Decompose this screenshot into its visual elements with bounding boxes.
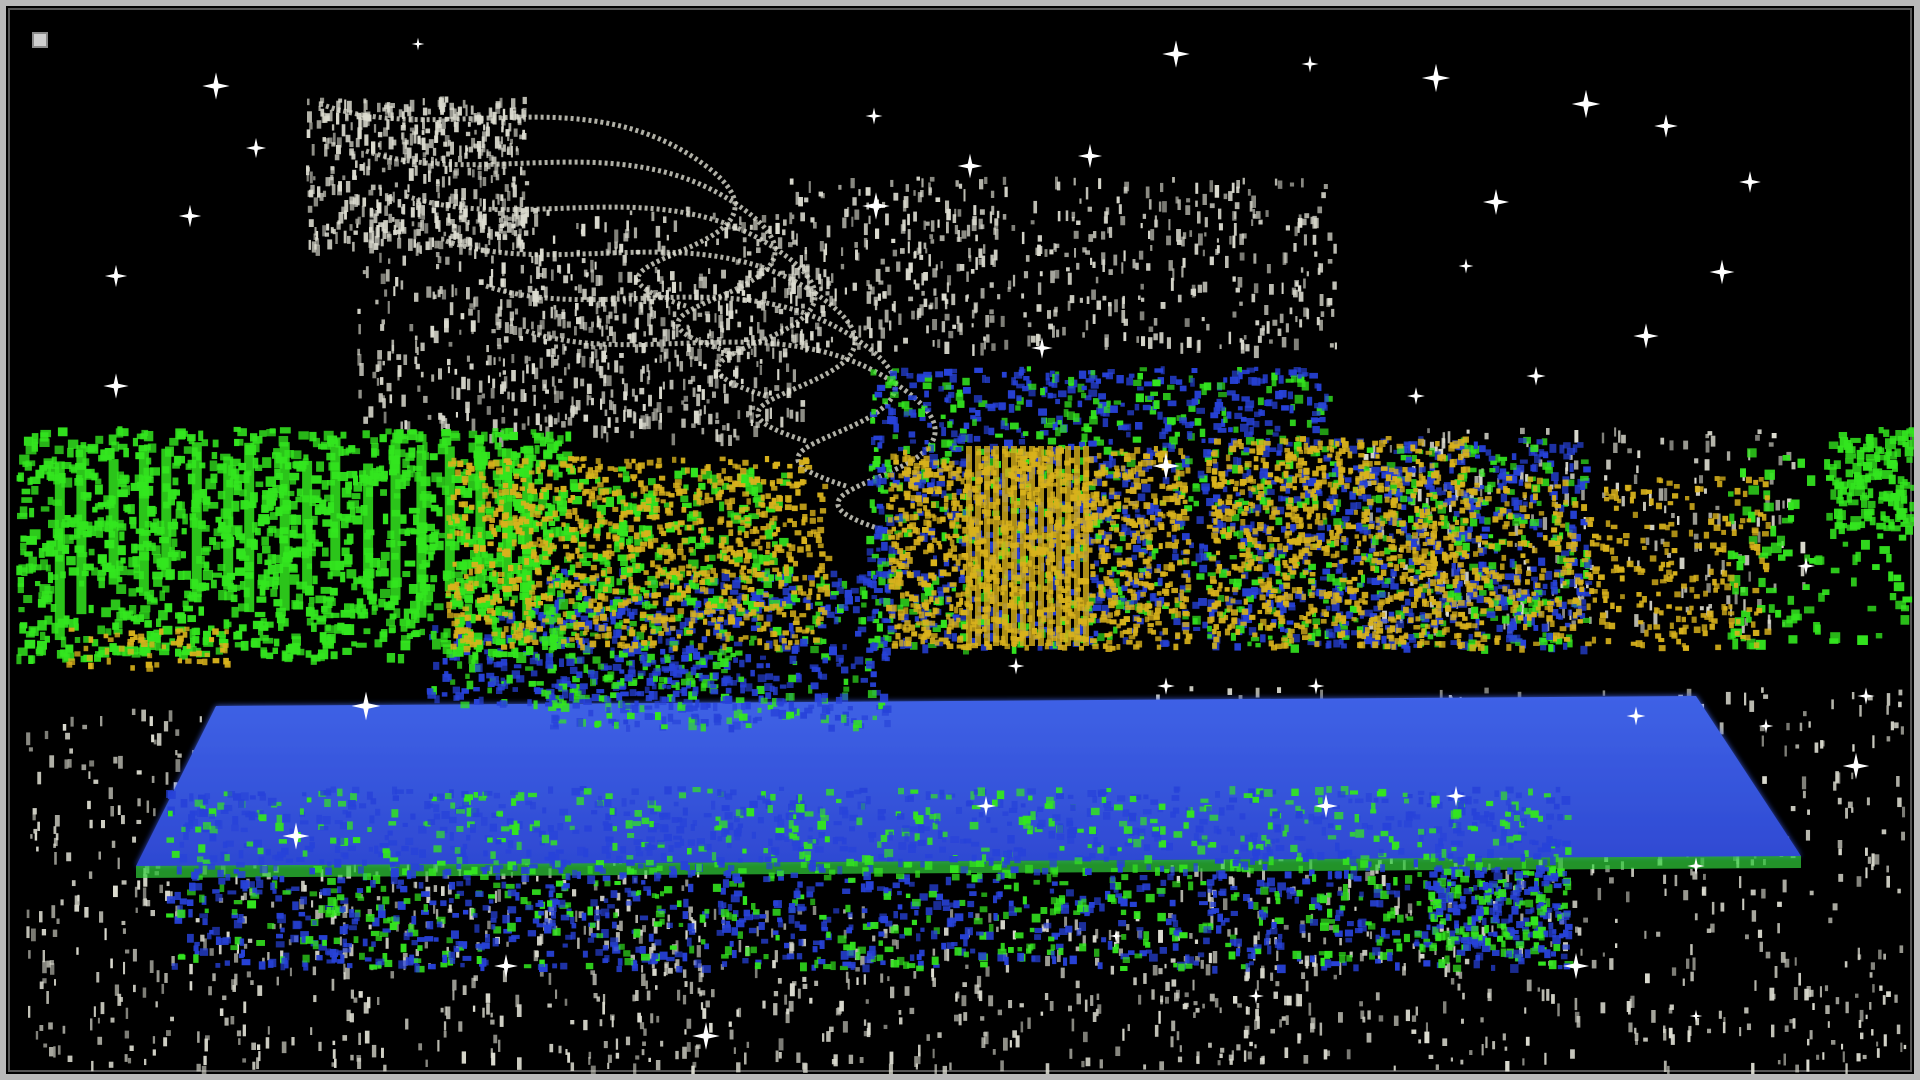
sparkle-icon bbox=[1163, 463, 1169, 469]
sparkle-icon bbox=[1433, 75, 1439, 81]
sparkle-icon bbox=[1634, 714, 1638, 718]
sparkle-icon bbox=[114, 274, 119, 279]
sparkle-icon bbox=[1314, 684, 1318, 688]
sparkle-icon bbox=[1308, 62, 1312, 66]
sparkle-icon bbox=[873, 203, 879, 209]
sparkle-icon bbox=[1748, 180, 1753, 185]
sparkle-icon bbox=[984, 804, 988, 808]
sparkle-icon bbox=[1173, 51, 1179, 57]
sparkle-icon bbox=[254, 146, 258, 150]
sparkle-icon bbox=[363, 703, 369, 709]
point-cloud-viewport[interactable] bbox=[6, 6, 1920, 1080]
sparkle-icon bbox=[1643, 333, 1649, 339]
sparkle-icon bbox=[967, 163, 972, 168]
sparkle-icon bbox=[1853, 763, 1859, 769]
sparkle-icon bbox=[1040, 346, 1045, 351]
sparkle-icon bbox=[1695, 1015, 1698, 1018]
sparkle-icon bbox=[1014, 664, 1018, 668]
sparkle-icon bbox=[1663, 123, 1668, 128]
sparkle-icon bbox=[1323, 803, 1328, 808]
sparkle-icon bbox=[1804, 564, 1808, 568]
sparkle-icon bbox=[503, 963, 508, 968]
sparkle-icon bbox=[293, 833, 299, 839]
sparkle-icon bbox=[1573, 963, 1579, 969]
sparkle-icon bbox=[1087, 153, 1092, 158]
sparkle-icon bbox=[1493, 199, 1499, 205]
sparkle-icon bbox=[1583, 101, 1589, 107]
sparkle-icon bbox=[1864, 694, 1868, 698]
sparkle-icon bbox=[1694, 864, 1698, 868]
sparkle-icon bbox=[1464, 264, 1467, 267]
sparkle-icon bbox=[1254, 994, 1257, 997]
sparkle-icon bbox=[1115, 935, 1118, 938]
sparkle-icon bbox=[1454, 794, 1458, 798]
sparkle-icon bbox=[113, 383, 119, 389]
sparkle-icon bbox=[1534, 374, 1538, 378]
sparkle-icon bbox=[1164, 684, 1168, 688]
sparkle-icon bbox=[213, 83, 219, 89]
sparkle-icon bbox=[417, 43, 420, 46]
sparkle-icon bbox=[1764, 724, 1767, 727]
sparkle-icon bbox=[1719, 269, 1724, 274]
sparkle-icon bbox=[188, 214, 193, 219]
sparkle-icon bbox=[703, 1033, 709, 1039]
sparkle-icon bbox=[872, 114, 876, 118]
sparkle-icon bbox=[1414, 394, 1418, 398]
